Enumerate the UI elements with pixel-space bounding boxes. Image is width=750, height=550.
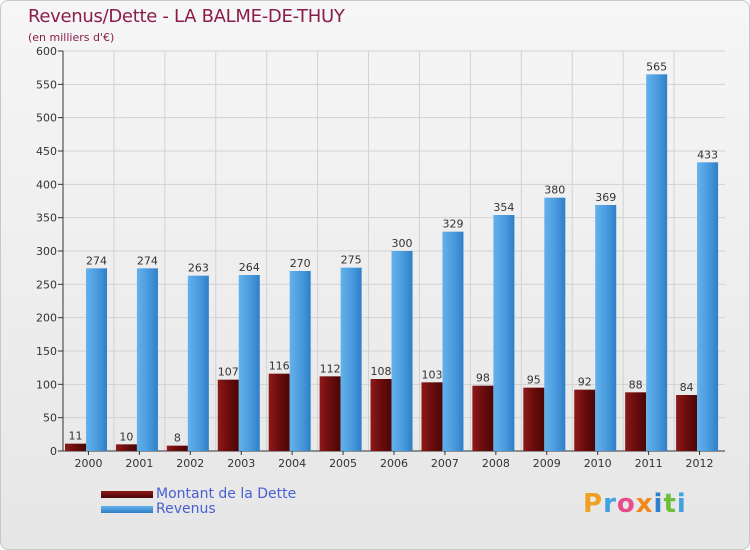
bar-revenus-2005	[340, 267, 362, 451]
bar-dette-2008	[472, 385, 494, 451]
value-label-dette-2004: 116	[269, 360, 290, 373]
value-label-dette-2007: 103	[421, 368, 442, 381]
x-tick-label-2008: 2008	[482, 457, 510, 470]
logo-letter: i	[676, 489, 687, 519]
logo-letter: o	[616, 489, 636, 519]
y-tick-label-300: 300	[36, 245, 57, 258]
x-tick-label-2006: 2006	[380, 457, 408, 470]
value-label-revenus-2009: 380	[544, 184, 565, 197]
x-tick-label-2004: 2004	[278, 457, 306, 470]
legend-label-dette: Montant de la Dette	[156, 486, 297, 502]
bar-revenus-2011	[646, 74, 668, 451]
bar-revenus-2008	[493, 215, 515, 451]
value-label-revenus-2002: 263	[188, 262, 209, 275]
x-tick-label-2005: 2005	[329, 457, 357, 470]
proxiti-logo: Proxiti	[583, 489, 687, 519]
x-tick-label-2002: 2002	[176, 457, 204, 470]
bar-dette-2000	[65, 443, 86, 451]
bar-revenus-2007	[442, 231, 464, 451]
x-tick-label-2009: 2009	[533, 457, 561, 470]
bar-revenus-2012	[697, 162, 719, 452]
bar-dette-2002	[166, 445, 188, 451]
y-tick-label-550: 550	[36, 78, 57, 91]
value-label-dette-2000: 11	[69, 430, 83, 443]
value-label-dette-2002: 8	[174, 432, 181, 445]
y-tick-label-50: 50	[43, 412, 57, 425]
logo-letter: t	[663, 489, 677, 519]
x-tick-label-2010: 2010	[584, 457, 612, 470]
bar-revenus-2000	[86, 268, 107, 451]
value-label-dette-2006: 108	[371, 365, 392, 378]
logo-letter: r	[603, 489, 617, 519]
y-tick-label-250: 250	[36, 278, 57, 291]
bar-dette-2012	[676, 395, 698, 451]
value-label-revenus-2000: 274	[86, 254, 107, 267]
legend-swatch-revenus	[101, 506, 153, 513]
value-label-dette-2009: 95	[527, 374, 541, 387]
bar-revenus-2002	[187, 275, 209, 451]
bar-dette-2005	[319, 376, 341, 451]
value-label-revenus-2003: 264	[239, 261, 260, 274]
x-tick-label-2011: 2011	[635, 457, 663, 470]
y-tick-label-400: 400	[36, 178, 57, 191]
value-label-revenus-2001: 274	[137, 254, 158, 267]
logo-letter: i	[653, 489, 664, 519]
value-label-revenus-2010: 369	[595, 191, 616, 204]
value-label-dette-2010: 92	[578, 376, 592, 389]
bar-dette-2004	[268, 373, 290, 451]
bar-revenus-2003	[238, 275, 260, 451]
bar-dette-2003	[217, 379, 239, 451]
x-tick-label-2003: 2003	[227, 457, 255, 470]
x-tick-label-2012: 2012	[686, 457, 714, 470]
value-label-revenus-2007: 329	[442, 218, 463, 231]
value-label-dette-2005: 112	[320, 362, 341, 375]
y-tick-label-0: 0	[50, 445, 57, 458]
x-tick-label-2001: 2001	[125, 457, 153, 470]
logo-letter: P	[583, 489, 604, 519]
value-label-revenus-2006: 300	[392, 237, 413, 250]
logo-letter: x	[635, 489, 654, 519]
y-tick-label-450: 450	[36, 145, 57, 158]
legend-swatch-dette	[101, 491, 153, 498]
bar-revenus-2001	[136, 268, 158, 451]
y-tick-label-100: 100	[36, 378, 57, 391]
bar-dette-2001	[115, 444, 137, 451]
value-label-revenus-2008: 354	[493, 201, 514, 214]
bar-revenus-2010	[595, 205, 617, 451]
y-tick-label-600: 600	[36, 45, 57, 58]
chart-unit-label: (en milliers d'€)	[28, 31, 115, 44]
chart-title: Revenus/Dette - LA BALME-DE-THUY	[28, 6, 345, 27]
value-label-revenus-2004: 270	[290, 257, 311, 270]
legend-label-revenus: Revenus	[156, 501, 216, 517]
x-tick-label-2007: 2007	[431, 457, 459, 470]
bar-revenus-2004	[289, 271, 311, 451]
y-tick-label-350: 350	[36, 212, 57, 225]
value-label-dette-2001: 10	[119, 430, 133, 443]
bar-revenus-2006	[391, 251, 413, 451]
value-label-revenus-2012: 433	[697, 148, 718, 161]
value-label-revenus-2011: 565	[646, 60, 667, 73]
value-label-dette-2003: 107	[218, 366, 239, 379]
y-tick-label-500: 500	[36, 112, 57, 125]
bar-dette-2006	[370, 379, 392, 451]
value-label-revenus-2005: 275	[341, 254, 362, 267]
x-tick-label-2000: 2000	[74, 457, 102, 470]
value-label-dette-2008: 98	[476, 372, 490, 385]
value-label-dette-2011: 88	[629, 378, 643, 391]
bar-dette-2011	[625, 392, 647, 451]
bar-dette-2009	[523, 387, 545, 451]
y-tick-label-150: 150	[36, 345, 57, 358]
value-label-dette-2012: 84	[680, 381, 694, 394]
bar-dette-2007	[421, 382, 443, 451]
bar-revenus-2009	[544, 197, 566, 451]
y-tick-label-200: 200	[36, 312, 57, 325]
bar-dette-2010	[574, 389, 596, 451]
